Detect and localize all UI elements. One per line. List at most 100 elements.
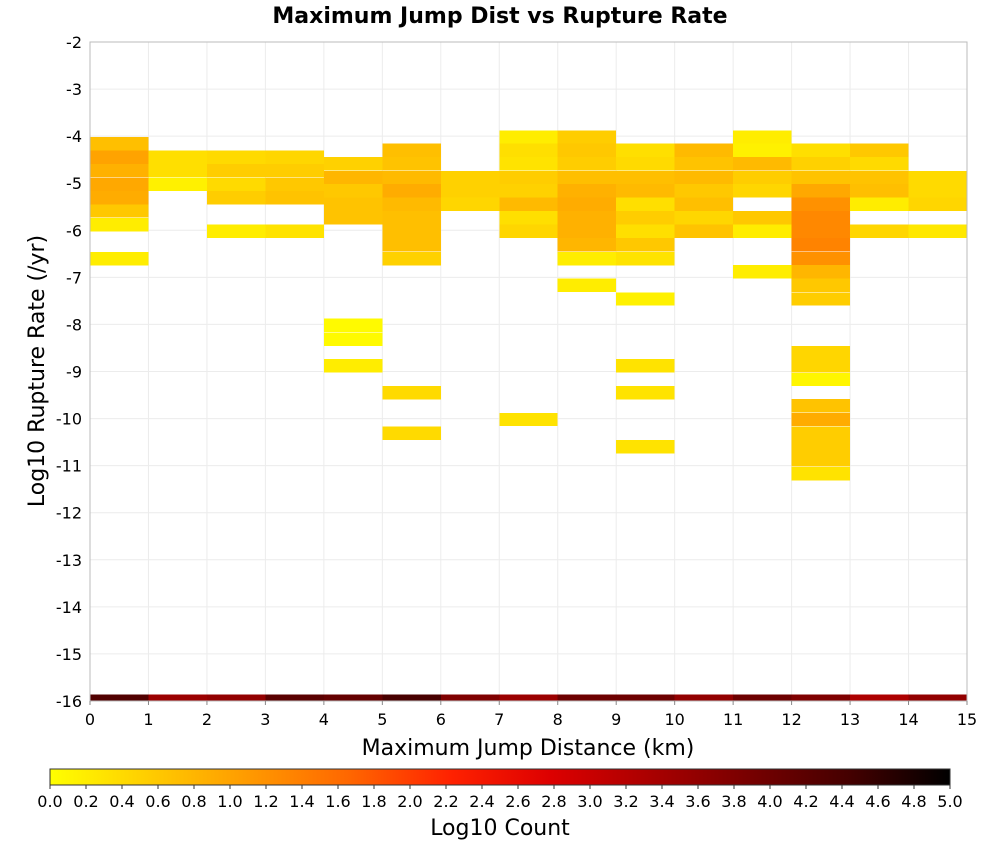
heatmap-cell — [674, 694, 734, 701]
heatmap-cell — [791, 453, 851, 467]
heatmap-cell — [850, 143, 909, 157]
heatmap-cell — [499, 157, 558, 171]
colorbar-tick-label: 3.4 — [649, 792, 674, 811]
x-tick-label: 6 — [436, 710, 446, 729]
heatmap-cell — [499, 224, 558, 238]
heatmap-cell — [382, 238, 441, 252]
heatmap-cell — [557, 184, 617, 198]
heatmap-cell — [206, 694, 266, 701]
y-axis-label: Log10 Rupture Rate (/yr) — [25, 235, 50, 507]
heatmap-cell — [90, 177, 149, 191]
heatmap-cell — [499, 412, 558, 427]
colorbar-tick-label: 5.0 — [937, 792, 962, 811]
heatmap-cell — [265, 163, 324, 178]
heatmap-cell — [908, 224, 967, 238]
heatmap-cell — [616, 440, 675, 454]
heatmap-cell — [382, 251, 441, 266]
heatmap-cell — [323, 359, 383, 373]
heatmap-cell — [616, 238, 675, 252]
heatmap-cell — [674, 224, 734, 238]
heatmap-cell — [382, 197, 441, 212]
heatmap-cell — [440, 197, 500, 212]
heatmap-cell — [733, 157, 792, 171]
heatmap-cell — [850, 184, 909, 198]
y-tick-label: -14 — [56, 598, 82, 617]
colorbar-tick-label: 3.2 — [613, 792, 638, 811]
colorbar-tick-label: 4.6 — [865, 792, 890, 811]
heatmap-cell — [791, 412, 851, 427]
heatmap-cell — [908, 197, 967, 212]
heatmap-cell — [557, 251, 617, 266]
chart-title: Maximum Jump Dist vs Rupture Rate — [272, 4, 727, 29]
heatmap-cell — [791, 197, 851, 212]
heatmap-cell — [499, 197, 558, 212]
heatmap-cell — [206, 177, 266, 191]
colorbar-tick-label: 2.8 — [541, 792, 566, 811]
colorbar-tick-label: 3.6 — [685, 792, 710, 811]
x-tick-label: 1 — [143, 710, 153, 729]
y-tick-label: -5 — [66, 174, 82, 193]
heatmap-cell — [616, 251, 675, 266]
heatmap-cell — [323, 197, 383, 212]
heatmap-cell — [791, 251, 851, 266]
x-tick-label: 13 — [840, 710, 860, 729]
heatmap-cell — [323, 694, 383, 701]
x-tick-label: 7 — [494, 710, 504, 729]
colorbar-tick-label: 3.8 — [721, 792, 746, 811]
heatmap-cell — [791, 399, 851, 413]
x-axis-ticks: 0 1 2 3 4 5 6 7 8 9 10 11 12 13 14 15 — [85, 701, 977, 729]
colorbar-tick-label: 2.4 — [469, 792, 494, 811]
colorbar-tick-label: 1.8 — [361, 792, 386, 811]
heatmap-cell — [616, 184, 675, 198]
y-tick-label: -16 — [56, 692, 82, 711]
heatmap-cell — [90, 251, 149, 266]
heatmap-cell — [382, 184, 441, 198]
heatmap-cell — [557, 157, 617, 171]
heatmap-cell — [733, 184, 792, 198]
heatmap-cell — [382, 385, 441, 400]
x-tick-label: 15 — [957, 710, 977, 729]
x-tick-label: 12 — [781, 710, 801, 729]
heatmap-cell — [499, 210, 558, 225]
heatmap-cell — [382, 170, 441, 185]
y-tick-label: -6 — [66, 221, 82, 240]
heatmap-cell — [791, 359, 851, 373]
heatmap-cell — [440, 694, 500, 701]
heatmap-cell — [908, 694, 967, 701]
y-tick-label: -12 — [56, 504, 82, 523]
heatmap-cell — [206, 224, 266, 238]
colorbar-tick-label: 0.0 — [37, 792, 62, 811]
heatmap-cell — [440, 184, 500, 198]
heatmap-cell — [557, 238, 617, 252]
y-tick-label: -7 — [66, 268, 82, 287]
heatmap-cell — [733, 694, 792, 701]
heatmap-cell — [850, 694, 909, 701]
heatmap-cell — [791, 157, 851, 171]
colorbar-tick-label: 1.6 — [325, 792, 350, 811]
heatmap-cell — [733, 143, 792, 157]
heatmap-cell — [499, 184, 558, 198]
heatmap-cell — [908, 170, 967, 185]
heatmap-cell — [674, 170, 734, 185]
heatmap-cell — [382, 224, 441, 238]
heatmap-cell — [148, 150, 207, 165]
heatmap-cell — [791, 143, 851, 157]
heatmap-cell — [265, 150, 324, 165]
heatmap-cell — [850, 197, 909, 212]
colorbar-tick-label: 1.4 — [289, 792, 314, 811]
heatmap-cell — [90, 204, 149, 218]
colorbar-tick-label: 4.0 — [757, 792, 782, 811]
heatmap-cell — [616, 385, 675, 400]
y-tick-label: -9 — [66, 363, 82, 382]
heatmap-cell — [733, 264, 792, 279]
y-tick-label: -11 — [56, 457, 82, 476]
heatmap-cell — [557, 197, 617, 212]
heatmap-cell — [499, 694, 558, 701]
x-tick-label: 2 — [202, 710, 212, 729]
y-tick-label: -10 — [56, 410, 82, 429]
colorbar — [49, 768, 951, 786]
heatmap-cell — [265, 694, 324, 701]
heatmap-cell — [733, 224, 792, 238]
colorbar-ticks: 0.0 0.2 0.4 0.6 0.8 1.0 1.2 1.4 1.6 1.8 2.0 2.2 2.4 2… — [37, 785, 963, 811]
